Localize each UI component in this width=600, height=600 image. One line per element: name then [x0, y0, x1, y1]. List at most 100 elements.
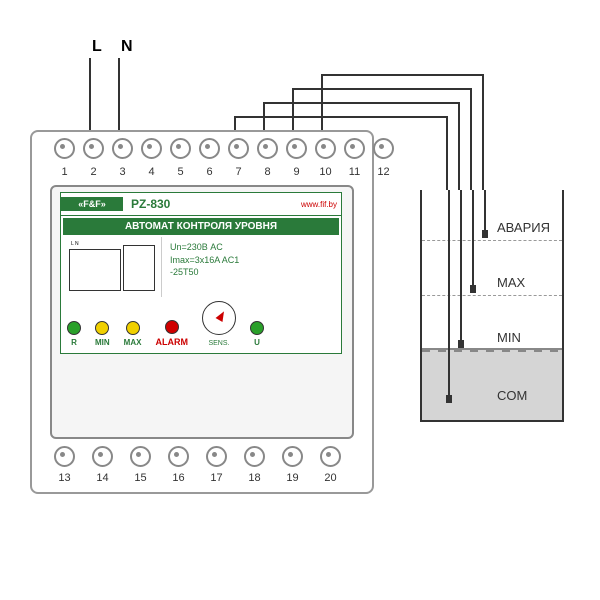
spec-line1: Un=230В AC: [170, 241, 333, 254]
wire-N: [118, 58, 120, 138]
dial-arrow-icon: [215, 309, 227, 322]
sens-dial-group: SENS.: [202, 301, 236, 347]
led-R-lamp: [67, 321, 81, 335]
terminal-label-19: 19: [282, 472, 303, 484]
probe-com: [448, 190, 450, 395]
brand-logo: «F&F»: [61, 197, 123, 211]
led-ALARM: ALARM: [155, 320, 188, 347]
sensitivity-dial[interactable]: [202, 301, 236, 335]
terminal-label-17: 17: [206, 472, 227, 484]
terminal-10: [315, 138, 336, 159]
probe-max: [472, 190, 474, 285]
terminal-6: [199, 138, 220, 159]
led-MAX-label: MAX: [124, 338, 142, 347]
terminal-label-2: 2: [83, 166, 104, 178]
led-U-label: U: [254, 338, 260, 347]
terminal-20: [320, 446, 341, 467]
terminal-17: [206, 446, 227, 467]
wire-t9-down: [470, 88, 472, 190]
terminal-label-11: 11: [344, 166, 365, 178]
led-R: R: [67, 321, 81, 347]
terminal-label-13: 13: [54, 472, 75, 484]
wire-t7-down: [446, 116, 448, 190]
terminal-label-14: 14: [92, 472, 113, 484]
water-surface: [422, 348, 562, 352]
terminal-label-5: 5: [170, 166, 191, 178]
terminal-3: [112, 138, 133, 159]
led-MAX: MAX: [124, 321, 142, 347]
terminal-label-20: 20: [320, 472, 341, 484]
tank-label-alarm: АВАРИЯ: [497, 220, 550, 235]
led-R-label: R: [71, 338, 77, 347]
wire-t7-h: [234, 116, 448, 118]
terminal-label-18: 18: [244, 472, 265, 484]
terminal-label-16: 16: [168, 472, 189, 484]
terminal-2: [83, 138, 104, 159]
tank-label-com: COM: [497, 388, 527, 403]
tank-label-min: MIN: [497, 330, 521, 345]
terminal-5: [170, 138, 191, 159]
wire-t9-h: [292, 88, 472, 90]
label-body: L N Un=230В AC Imax=3x16A AC1 -25T50: [61, 237, 341, 297]
terminal-15: [130, 446, 151, 467]
terminal-13: [54, 446, 75, 467]
led-MIN-label: MIN: [95, 338, 110, 347]
level-line-alarm: [422, 240, 562, 241]
probe-min: [460, 190, 462, 340]
wire-t10-h: [321, 74, 484, 76]
sens-label: SENS.: [208, 340, 229, 347]
input-label-L: L: [92, 38, 102, 56]
terminal-18: [244, 446, 265, 467]
terminal-labels-top: 123456789101112: [54, 166, 394, 178]
terminal-label-8: 8: [257, 166, 278, 178]
terminal-label-3: 3: [112, 166, 133, 178]
led-ALARM-lamp: [165, 320, 179, 334]
water-level: [422, 348, 562, 420]
website-text: www.fif.by: [301, 200, 337, 209]
diagram-container: L N 123456789101112 «F&F» PZ-830 www.fif…: [0, 0, 600, 600]
terminal-label-10: 10: [315, 166, 336, 178]
terminal-row-bottom: [54, 446, 341, 467]
wire-t10-down: [482, 74, 484, 190]
led-U: U: [250, 321, 264, 347]
spec-line3: -25T50: [170, 266, 333, 279]
spec-line2: Imax=3x16A AC1: [170, 254, 333, 267]
terminal-label-4: 4: [141, 166, 162, 178]
terminal-1: [54, 138, 75, 159]
wire-t10-v: [321, 74, 323, 138]
label-header: «F&F» PZ-830 www.fif.by: [61, 193, 341, 216]
specs-block: Un=230В AC Imax=3x16A AC1 -25T50: [162, 237, 341, 297]
input-label-N: N: [121, 38, 133, 56]
terminal-label-12: 12: [373, 166, 394, 178]
wire-L: [89, 58, 91, 138]
probe-alarm: [484, 190, 486, 230]
terminal-9: [286, 138, 307, 159]
mini-wiring-diagram: L N: [61, 237, 162, 297]
device-title: АВТОМАТ КОНТРОЛЯ УРОВНЯ: [63, 218, 339, 235]
terminal-8: [257, 138, 278, 159]
terminal-labels-bottom: 13 14 15 16 17 18 19 20: [54, 472, 341, 484]
terminal-12: [373, 138, 394, 159]
terminal-14: [92, 446, 113, 467]
level-line-max: [422, 295, 562, 296]
indicator-row: R MIN MAX ALARM SENS: [67, 301, 264, 347]
label-panel: «F&F» PZ-830 www.fif.by АВТОМАТ КОНТРОЛЯ…: [60, 192, 342, 354]
terminal-label-1: 1: [54, 166, 75, 178]
terminal-7: [228, 138, 249, 159]
terminal-label-15: 15: [130, 472, 151, 484]
led-U-lamp: [250, 321, 264, 335]
terminal-label-6: 6: [199, 166, 220, 178]
terminal-label-9: 9: [286, 166, 307, 178]
terminal-16: [168, 446, 189, 467]
terminal-11: [344, 138, 365, 159]
model-name: PZ-830: [131, 197, 301, 211]
terminal-row-top: [54, 138, 394, 159]
tank: АВАРИЯ MAX MIN COM: [420, 190, 564, 422]
device: 123456789101112 «F&F» PZ-830 www.fif.by …: [30, 130, 370, 490]
tank-label-max: MAX: [497, 275, 525, 290]
led-MIN: MIN: [95, 321, 110, 347]
wire-t8-down: [458, 102, 460, 190]
led-MAX-lamp: [126, 321, 140, 335]
led-MIN-lamp: [95, 321, 109, 335]
led-ALARM-label: ALARM: [155, 337, 188, 347]
